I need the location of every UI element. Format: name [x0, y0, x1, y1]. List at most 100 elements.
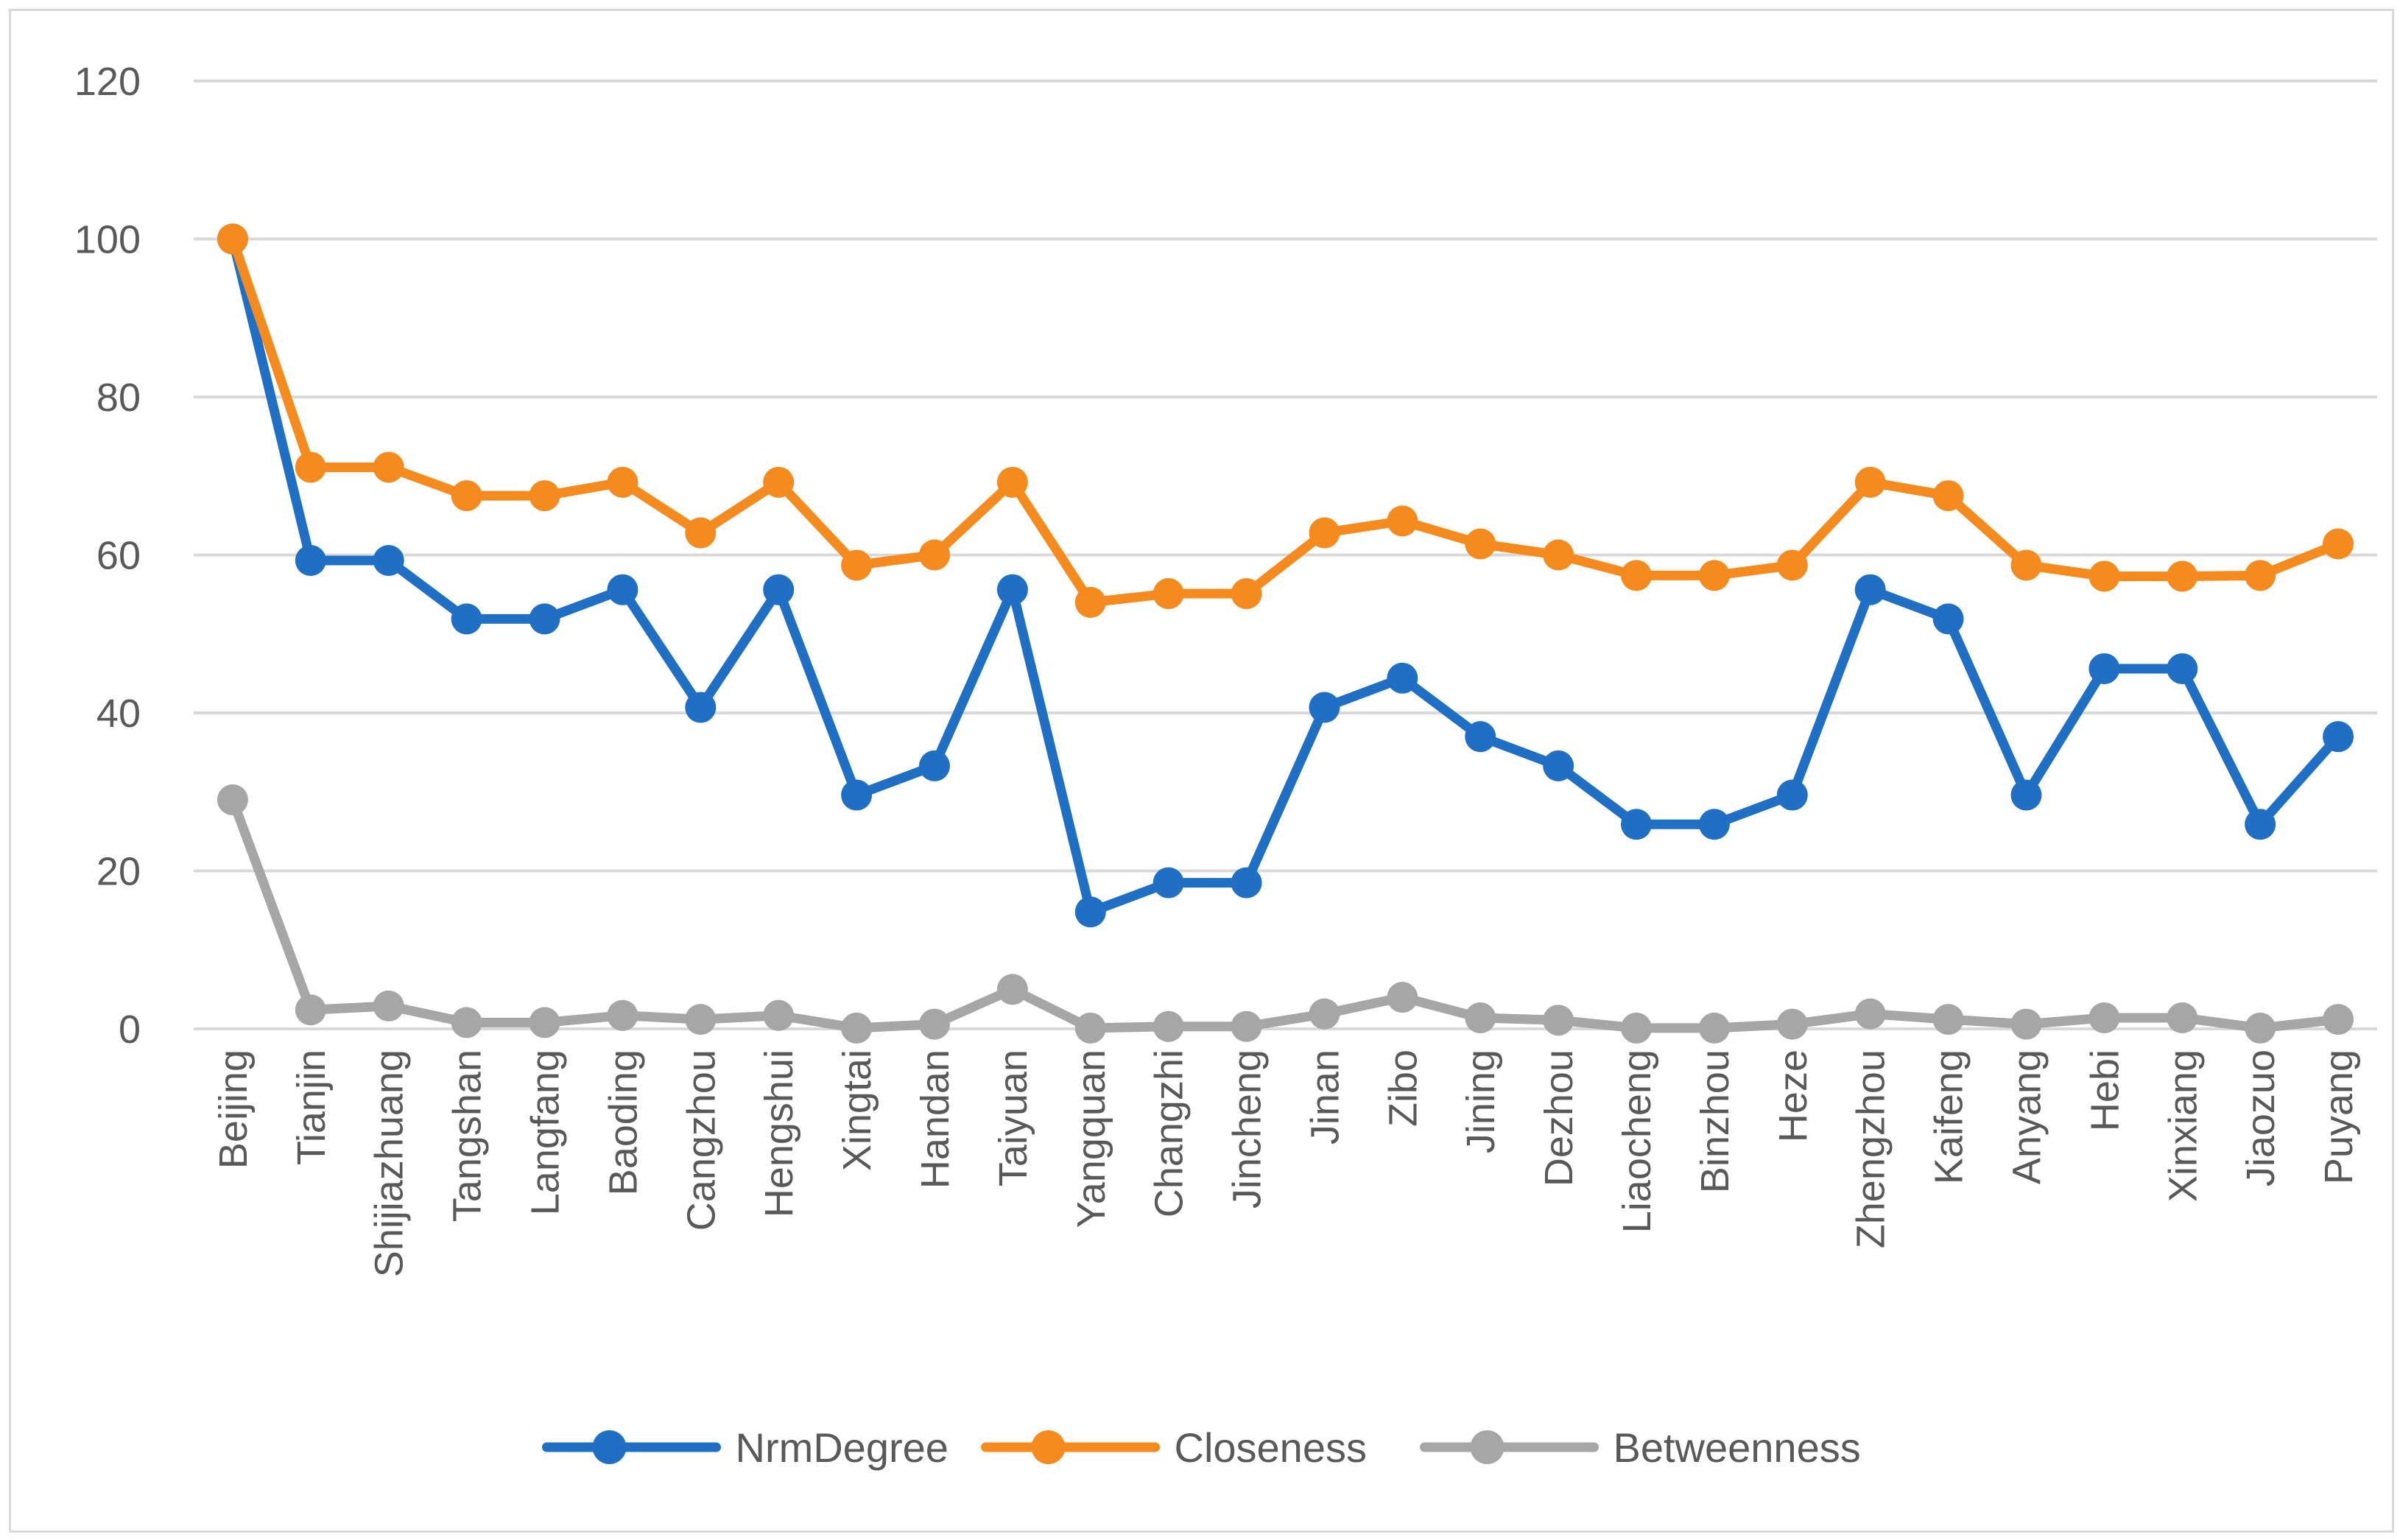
data-point-nrmdegree: [841, 779, 873, 811]
data-point-betweenness: [1543, 1005, 1574, 1036]
legend-item-closeness[interactable]: Closeness: [981, 1424, 1367, 1471]
x-tick-label: Jiaozuo: [2239, 1049, 2283, 1186]
data-point-betweenness: [295, 994, 326, 1026]
x-tick-label: Jincheng: [1225, 1049, 1270, 1209]
data-point-betweenness: [1854, 998, 1886, 1030]
x-tick-label: Jining: [1459, 1049, 1503, 1153]
data-point-nrmdegree: [451, 603, 482, 635]
data-point-closeness: [1776, 549, 1808, 581]
data-point-closeness: [2010, 549, 2042, 581]
data-point-nrmdegree: [1231, 867, 1262, 899]
data-point-nrmdegree: [1387, 662, 1418, 694]
data-point-closeness: [2088, 560, 2120, 592]
x-axis-ticks: Beijing Tianjin Shijiazhuang Tangshan Langfa…: [211, 1049, 2361, 1277]
x-tick-label: Puyang: [2317, 1049, 2361, 1184]
x-tick-label: Handan: [913, 1049, 957, 1189]
x-tick-label: Tangshan: [446, 1049, 490, 1222]
data-point-closeness: [529, 480, 560, 512]
data-point-nrmdegree: [1543, 750, 1574, 781]
x-tick-label: Taiyuan: [991, 1049, 1035, 1186]
data-point-nrmdegree: [1309, 692, 1340, 723]
legend: NrmDegree Closeness Betweenness: [542, 1424, 1861, 1471]
legend-label: Betweenness: [1614, 1424, 1861, 1471]
data-point-closeness: [295, 451, 326, 483]
data-point-nrmdegree: [1074, 896, 1106, 928]
x-tick-label: Yangquan: [1069, 1049, 1113, 1228]
data-point-nrmdegree: [1465, 721, 1496, 753]
data-point-nrmdegree: [529, 603, 560, 635]
x-tick-label: Xinxiang: [2161, 1049, 2205, 1202]
data-point-closeness: [451, 480, 482, 512]
x-tick-label: Anyang: [2005, 1049, 2049, 1184]
data-point-betweenness: [841, 1012, 873, 1044]
data-point-nrmdegree: [2010, 779, 2042, 811]
series-markers: [217, 223, 2354, 1044]
data-point-nrmdegree: [373, 545, 404, 577]
data-point-closeness: [2245, 560, 2276, 591]
data-point-betweenness: [2245, 1012, 2276, 1044]
data-point-nrmdegree: [2323, 721, 2354, 753]
data-point-closeness: [1465, 528, 1496, 560]
data-point-nrmdegree: [1932, 603, 1964, 635]
data-point-betweenness: [1231, 1010, 1262, 1042]
data-point-nrmdegree: [996, 574, 1028, 605]
data-point-nrmdegree: [2167, 653, 2198, 684]
series-line-closeness: [228, 234, 2343, 608]
data-point-closeness: [2323, 528, 2354, 560]
x-tick-label: Jinan: [1303, 1049, 1347, 1145]
legend-item-nrmdegree[interactable]: NrmDegree: [542, 1424, 949, 1471]
x-tick-label: Xingtai: [835, 1049, 879, 1171]
legend-label: NrmDegree: [736, 1424, 949, 1471]
data-point-closeness: [607, 466, 638, 498]
x-tick-label: Kaifeng: [1927, 1049, 1971, 1184]
x-tick-label: Zibo: [1381, 1049, 1425, 1127]
data-point-closeness: [217, 223, 248, 255]
x-tick-label: Changzhi: [1147, 1049, 1192, 1217]
chart-frame: 0 20 40 60 80 100 120 Beijing Tianjin Shijiazhua…: [9, 9, 2394, 1533]
series-lines: [228, 234, 2343, 1033]
y-tick-label: 20: [96, 850, 141, 894]
data-point-betweenness: [373, 990, 404, 1022]
series-line-betweenness: [228, 795, 2343, 1033]
x-tick-label: Binzhou: [1693, 1049, 1737, 1193]
data-point-nrmdegree: [763, 574, 795, 605]
data-point-closeness: [1932, 480, 1964, 512]
data-point-closeness: [1854, 466, 1886, 498]
y-tick-label: 40: [96, 692, 141, 736]
data-point-nrmdegree: [685, 692, 717, 723]
data-point-closeness: [1387, 505, 1418, 537]
data-point-nrmdegree: [2088, 653, 2120, 684]
x-tick-label: Baoding: [601, 1049, 645, 1195]
data-point-nrmdegree: [918, 750, 950, 781]
data-point-closeness: [685, 517, 717, 549]
gridlines: [194, 80, 2377, 1030]
y-tick-label: 60: [96, 534, 141, 578]
data-point-closeness: [841, 549, 873, 581]
data-point-betweenness: [2323, 1004, 2354, 1036]
x-tick-label: Beijing: [211, 1049, 256, 1169]
data-point-closeness: [1621, 560, 1653, 591]
x-tick-label: Langfang: [524, 1049, 568, 1215]
data-point-betweenness: [1387, 982, 1418, 1013]
data-point-closeness: [1309, 517, 1340, 549]
y-tick-label: 120: [74, 60, 141, 104]
data-point-nrmdegree: [607, 574, 638, 605]
data-point-nrmdegree: [1153, 867, 1184, 899]
data-point-closeness: [1231, 578, 1262, 610]
data-point-betweenness: [217, 784, 248, 815]
data-point-betweenness: [2010, 1008, 2042, 1040]
data-point-nrmdegree: [1698, 809, 1730, 840]
data-point-closeness: [918, 539, 950, 571]
data-point-betweenness: [607, 999, 638, 1031]
series-line-nrmdegree: [228, 234, 2343, 917]
x-tick-label: Hebi: [2083, 1049, 2127, 1131]
data-point-betweenness: [1074, 1012, 1106, 1044]
data-point-betweenness: [529, 1007, 560, 1038]
x-tick-label: Tianjin: [289, 1049, 334, 1165]
legend-swatch-marker: [1031, 1430, 1066, 1464]
data-point-betweenness: [1153, 1010, 1184, 1042]
data-point-betweenness: [685, 1004, 717, 1036]
legend-item-betweenness[interactable]: Betweenness: [1420, 1424, 1861, 1471]
data-point-betweenness: [1698, 1012, 1730, 1044]
y-axis-ticks: 0 20 40 60 80 100 120: [74, 60, 141, 1052]
